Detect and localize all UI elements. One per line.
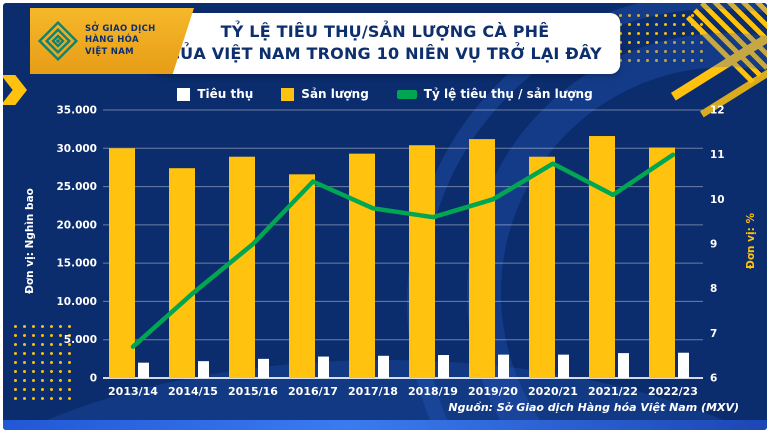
- chart-title-line-1: TỶ LỆ TIÊU THỤ/SẢN LƯỢNG CÀ PHÊ: [220, 22, 550, 41]
- mxv-logo-text: SỞ GIAO DỊCH HÀNG HÓA VIỆT NAM: [85, 24, 156, 57]
- production-bar: [109, 148, 135, 378]
- legend-item-production: Sản lượng: [281, 87, 369, 101]
- consumption-bar: [618, 353, 629, 378]
- chart-svg: 0 5.000 10.000 15.000 20.000 25.000 30.000 35.0…: [56, 105, 725, 399]
- left-axis-unit-label: Đơn vị: Nghìn bao: [24, 188, 36, 294]
- production-bar: [169, 168, 195, 378]
- right-axis-tick: 12: [710, 105, 725, 117]
- production-bar: [589, 136, 615, 378]
- ratio-swatch: [396, 89, 417, 99]
- consumption-bar: [438, 355, 449, 378]
- logo-line-3: VIỆT NAM: [85, 46, 134, 57]
- dot-pattern-bottom-left: [11, 322, 75, 406]
- left-axis-tick: 30.000: [56, 143, 97, 155]
- x-axis-category-label: 2016/17: [288, 385, 338, 398]
- consumption-bar: [678, 352, 689, 378]
- left-axis-tick: 35.000: [56, 105, 97, 117]
- right-axis-tick: 7: [710, 328, 717, 340]
- legend-label-production: Sản lượng: [301, 87, 369, 101]
- source-note: Nguồn: Sở Giao dịch Hàng hóa Việt Nam (M…: [448, 401, 739, 414]
- x-axis-category-label: 2017/18: [348, 385, 398, 398]
- left-axis-tick: 25.000: [56, 181, 97, 193]
- consumption-swatch: [177, 87, 191, 101]
- legend-item-ratio: Tỷ lệ tiêu thụ / sản lượng: [396, 87, 593, 101]
- consumption-bar: [498, 354, 509, 378]
- production-bar: [289, 174, 315, 378]
- left-axis-tick: 15.000: [56, 258, 97, 270]
- legend-label-consumption: Tiêu thụ: [197, 87, 254, 101]
- consumption-bar: [378, 355, 389, 378]
- mxv-logo: SỞ GIAO DỊCH HÀNG HÓA VIỆT NAM: [30, 8, 194, 74]
- production-bar: [529, 156, 555, 378]
- production-bar: [409, 145, 435, 378]
- right-axis-tick: 9: [710, 239, 717, 251]
- consumption-bar: [198, 361, 209, 378]
- x-axis-category-label: 2019/20: [468, 385, 518, 398]
- production-bar: [469, 139, 495, 378]
- dot-pattern-top-right: [607, 11, 703, 65]
- right-axis-tick: 6: [710, 373, 717, 385]
- x-axis-category-label: 2013/14: [108, 385, 158, 398]
- left-axis-tick: 20.000: [56, 219, 97, 231]
- x-axis-category-label: 2018/19: [408, 385, 458, 398]
- x-axis-category-label: 2020/21: [528, 385, 578, 398]
- legend-item-consumption: Tiêu thụ: [177, 87, 253, 101]
- right-axis-tick: 10: [710, 194, 725, 206]
- x-axis-category-label: 2022/23: [648, 385, 698, 398]
- left-axis-tick: 0: [90, 373, 97, 385]
- right-axis-tick: 8: [710, 283, 717, 295]
- bottom-strip-decoration: [3, 420, 767, 430]
- consumption-bar: [138, 362, 149, 378]
- chart-title-box: TỶ LỆ TIÊU THỤ/SẢN LƯỢNG CÀ PHÊ CỦA VIỆT…: [150, 13, 620, 74]
- ratio-line: [130, 152, 676, 349]
- consumption-bar: [318, 356, 329, 378]
- production-swatch: [281, 87, 295, 101]
- left-axis-tick: 5.000: [64, 334, 97, 346]
- consumption-bar: [258, 358, 269, 378]
- x-axis-category-label: 2014/15: [168, 385, 218, 398]
- production-bar: [229, 156, 255, 378]
- x-axis-category-label: 2015/16: [228, 385, 278, 398]
- right-axis-unit-label: Đơn vị: %: [745, 213, 757, 269]
- logo-line-1: SỞ GIAO DỊCH: [85, 24, 156, 35]
- chart-legend: Tiêu thụ Sản lượng Tỷ lệ tiêu thụ / sản …: [3, 87, 767, 101]
- production-bar: [349, 153, 375, 378]
- consumption-bar: [558, 354, 569, 378]
- left-axis-tick: 10.000: [56, 296, 97, 308]
- legend-label-ratio: Tỷ lệ tiêu thụ / sản lượng: [423, 87, 593, 101]
- production-bar: [649, 147, 675, 378]
- logo-line-2: HÀNG HÓA: [85, 35, 139, 46]
- mxv-logo-icon: [38, 21, 78, 61]
- x-axis-category-label: 2021/22: [588, 385, 638, 398]
- right-axis-tick: 11: [710, 149, 725, 161]
- chart-title-line-2: CỦA VIỆT NAM TRONG 10 NIÊN VỤ TRỞ LẠI ĐÂ…: [168, 44, 602, 64]
